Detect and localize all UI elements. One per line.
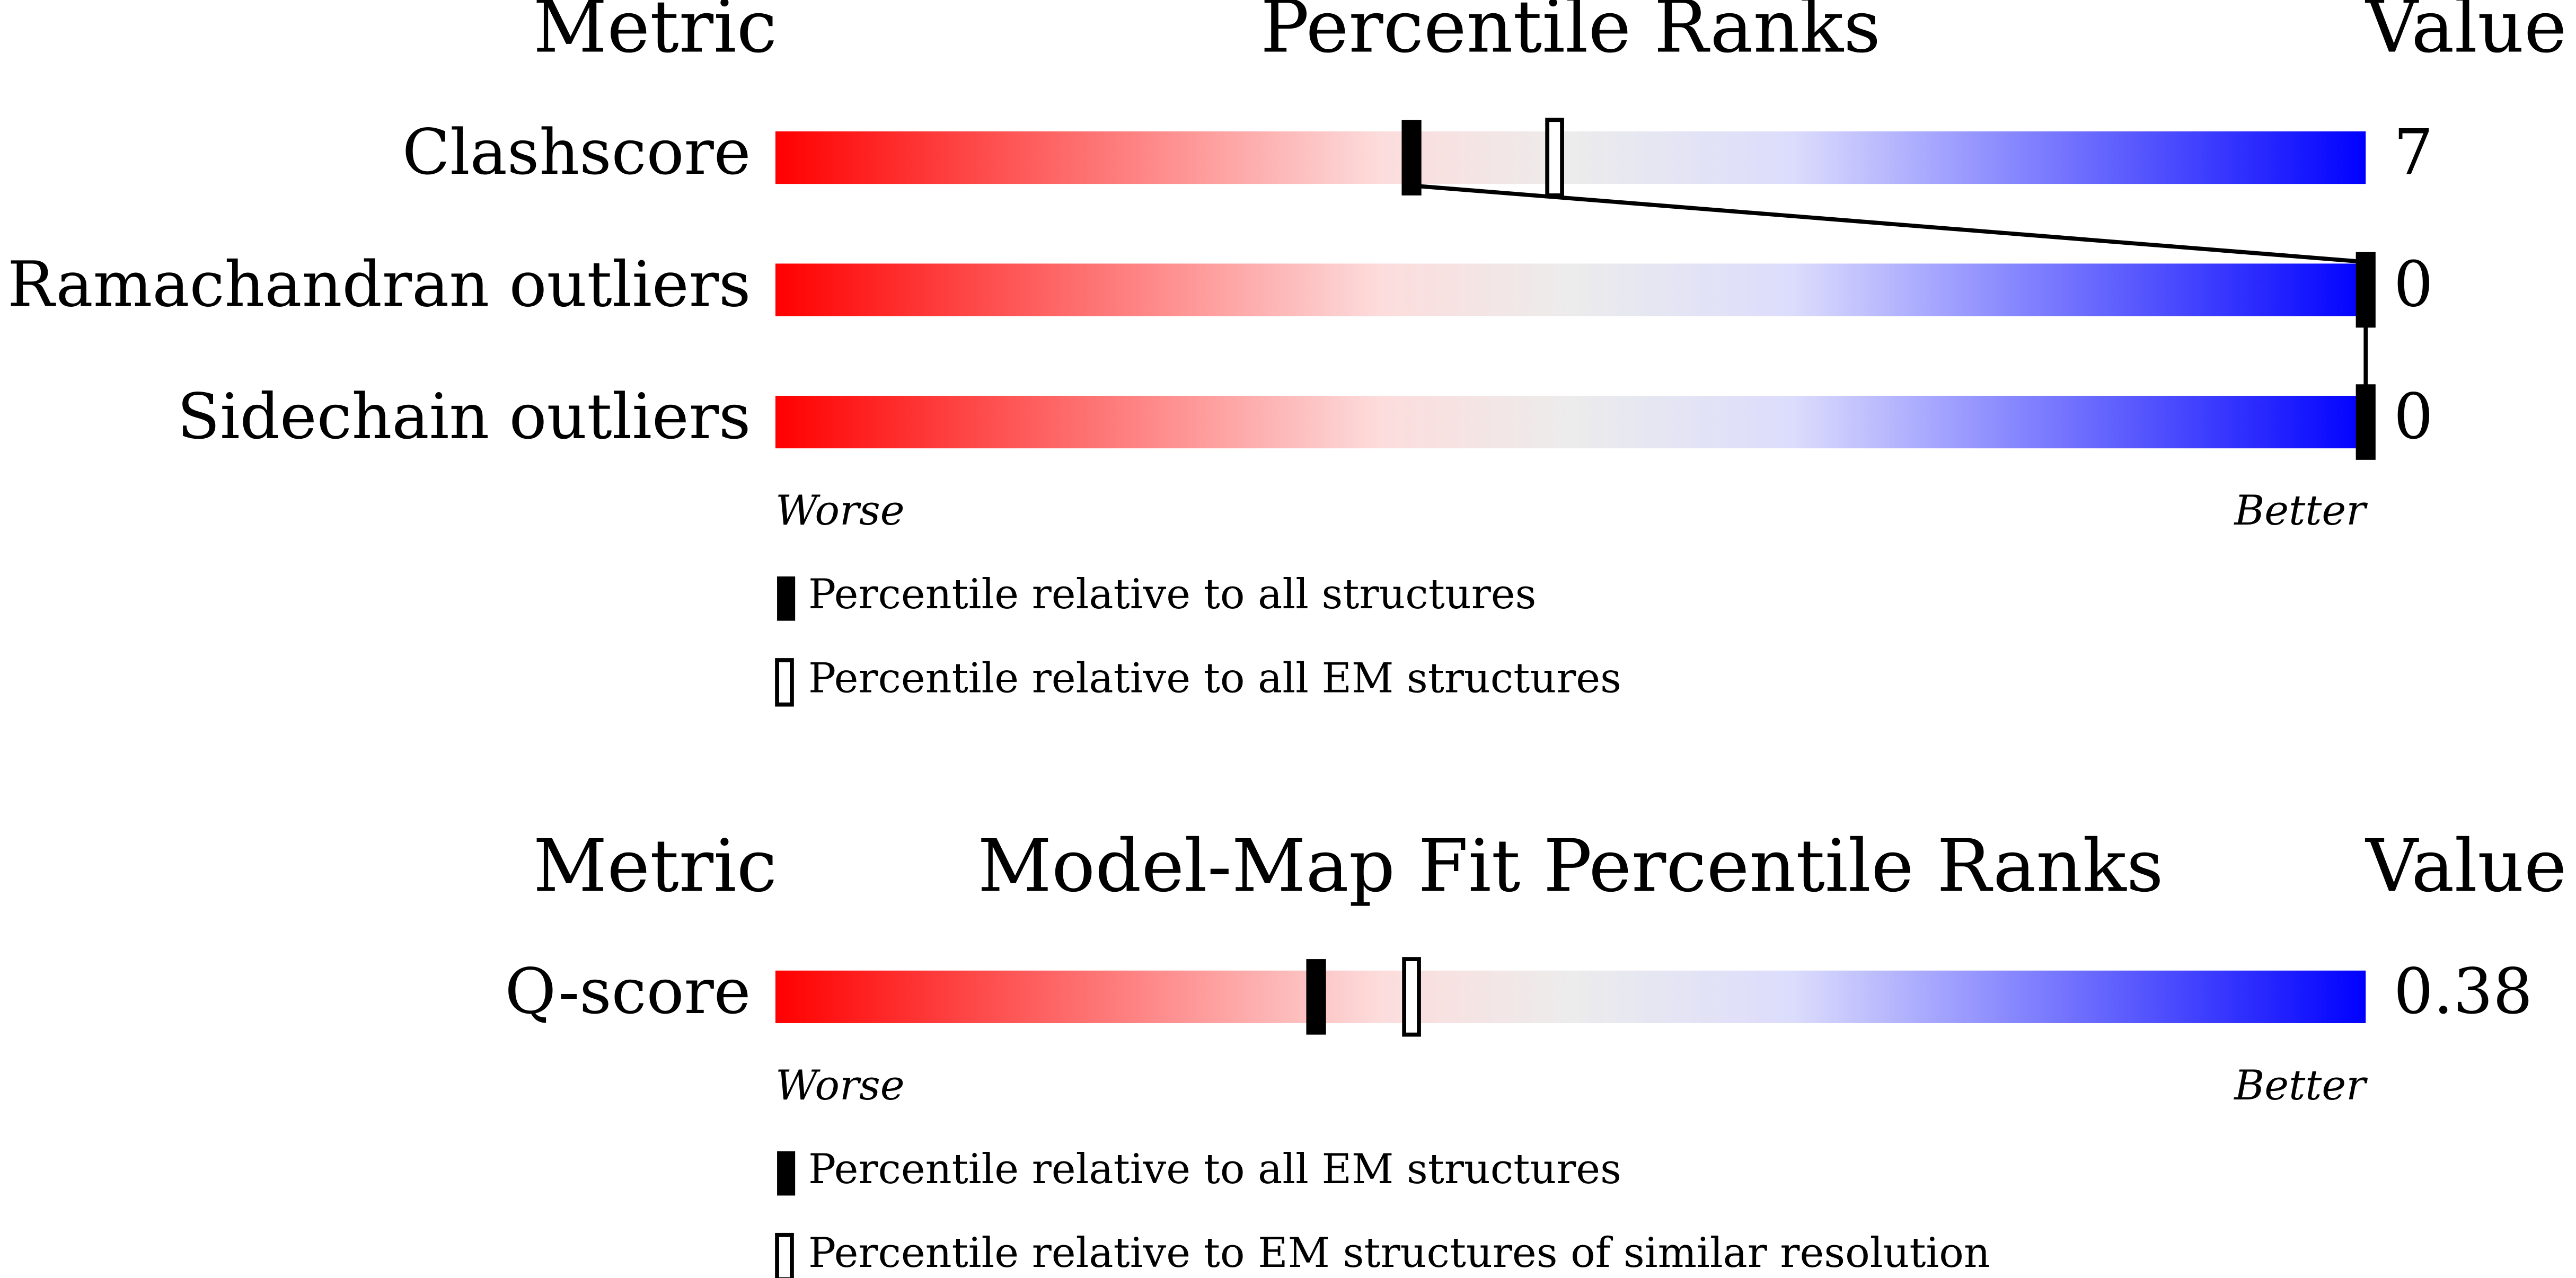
- metric-value: 7: [2394, 116, 2433, 189]
- legend-label: Percentile relative to all EM structures: [808, 1146, 1621, 1193]
- metric-value: 0.38: [2394, 955, 2533, 1028]
- metric-value: 0: [2394, 248, 2433, 321]
- value-header: Value: [2365, 0, 2566, 69]
- legend-label: Percentile relative to EM structures of …: [808, 1229, 1990, 1277]
- legend-swatch: [777, 1151, 796, 1196]
- slider-bar: [775, 970, 2366, 1023]
- marker-open: [1545, 118, 1564, 198]
- metric-label: Sidechain outliers: [177, 380, 751, 453]
- panel-title: Model-Map Fit Percentile Ranks: [977, 824, 2163, 908]
- metric-header: Metric: [533, 0, 777, 69]
- marker-filled: [1306, 959, 1326, 1035]
- metric-label: Q-score: [505, 955, 751, 1028]
- metric-label: Clashscore: [402, 116, 751, 189]
- connector: [1411, 183, 2366, 264]
- slider-bar: [775, 263, 2366, 316]
- panel-title: Percentile Ranks: [1260, 0, 1881, 69]
- marker-filled: [1401, 120, 1422, 196]
- legend-swatch: [775, 1232, 794, 1278]
- legend-swatch: [777, 576, 796, 621]
- axis-label-worse: Worse: [775, 487, 905, 535]
- legend-label: Percentile relative to all EM structures: [808, 654, 1621, 702]
- marker-filled: [2356, 384, 2376, 460]
- slider-bar: [775, 395, 2366, 449]
- legend-swatch: [775, 658, 794, 707]
- metric-label: Ramachandran outliers: [7, 248, 751, 321]
- slider-bar: [775, 131, 2366, 184]
- metric-value: 0: [2394, 380, 2433, 453]
- value-header: Value: [2365, 824, 2566, 908]
- metric-header: Metric: [533, 824, 777, 908]
- axis-label-better: Better: [2233, 487, 2368, 535]
- axis-label-worse: Worse: [775, 1062, 905, 1110]
- marker-open: [1402, 957, 1421, 1037]
- legend-label: Percentile relative to all structures: [808, 571, 1536, 618]
- axis-label-better: Better: [2233, 1062, 2368, 1110]
- marker-filled: [2356, 252, 2376, 328]
